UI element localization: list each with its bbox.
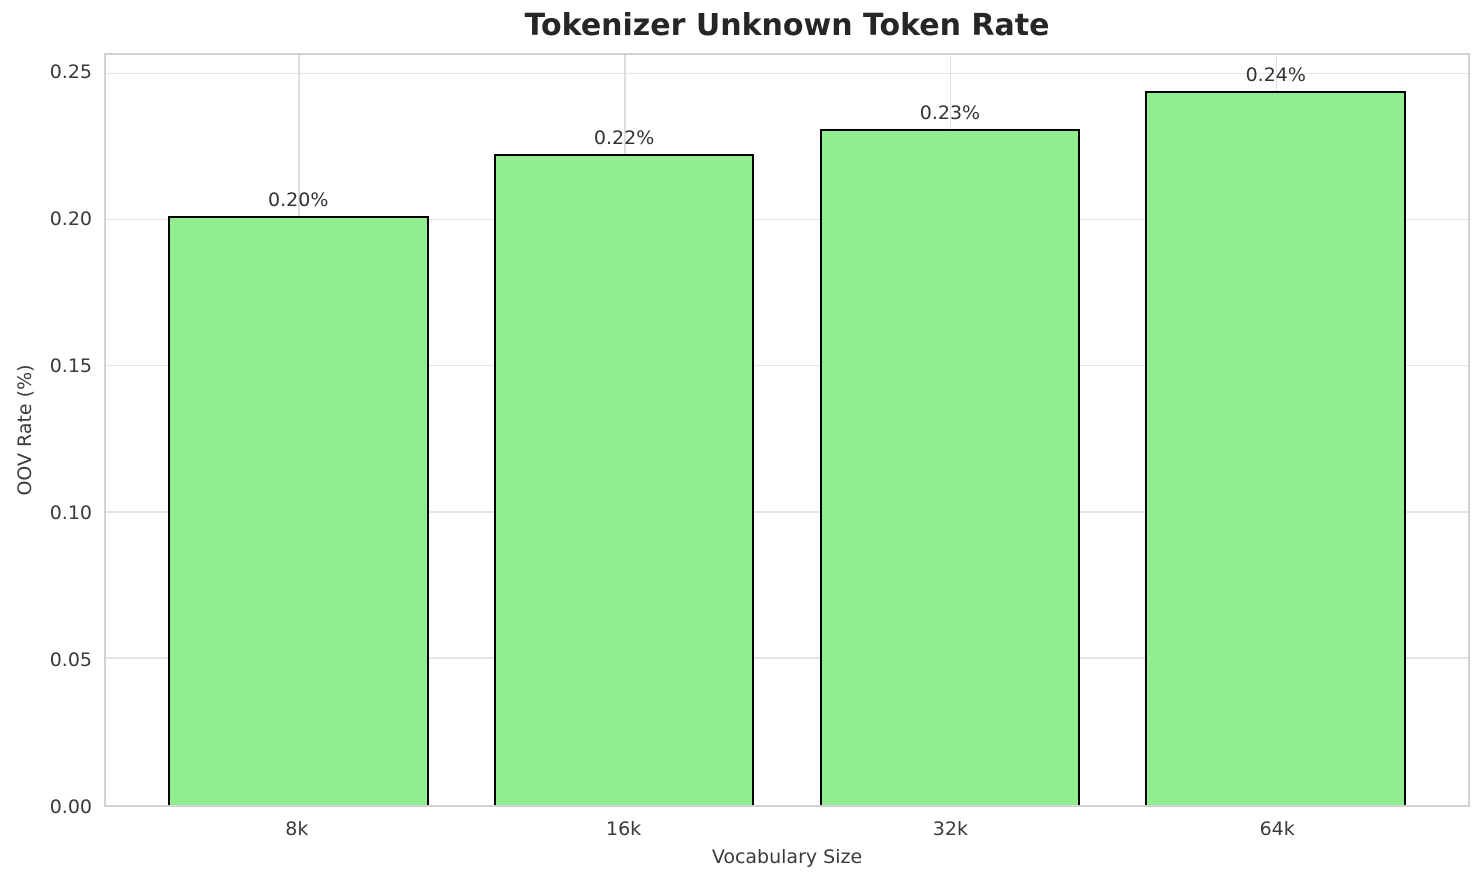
bar <box>493 154 755 805</box>
x-tick-label: 16k <box>606 818 642 840</box>
y-tick-label: 0.05 <box>49 649 92 672</box>
bar <box>1145 90 1407 805</box>
x-tick-label: 32k <box>932 818 968 840</box>
bar-value-label: 0.20% <box>268 188 329 211</box>
horizontal-gridline <box>106 364 1468 367</box>
bar-value-label: 0.23% <box>919 101 981 124</box>
y-tick-label: 0.20 <box>49 208 92 231</box>
chart-title: Tokenizer Unknown Token Rate <box>524 8 1050 43</box>
horizontal-gridline <box>106 657 1468 659</box>
bar <box>167 215 429 805</box>
horizontal-gridline <box>106 511 1468 513</box>
horizontal-gridline <box>106 72 1468 75</box>
y-tick-label: 0.25 <box>49 61 92 84</box>
bar-value-label: 0.22% <box>593 127 655 150</box>
plot-area: 0.20% 0.22% 0.23% 0.24% <box>104 53 1470 807</box>
x-tick-label: 8k <box>285 818 309 840</box>
bar <box>819 128 1081 805</box>
y-tick-label: 0.10 <box>49 502 92 525</box>
y-tick-label: 0.00 <box>49 796 92 818</box>
bar-value-label: 0.24% <box>1245 63 1306 86</box>
y-tick-label: 0.15 <box>49 355 92 378</box>
y-axis-label: OOV Rate (%) <box>14 364 36 496</box>
x-axis-label: Vocabulary Size <box>711 846 863 868</box>
x-tick-label: 64k <box>1259 818 1295 840</box>
horizontal-gridline <box>106 218 1468 221</box>
